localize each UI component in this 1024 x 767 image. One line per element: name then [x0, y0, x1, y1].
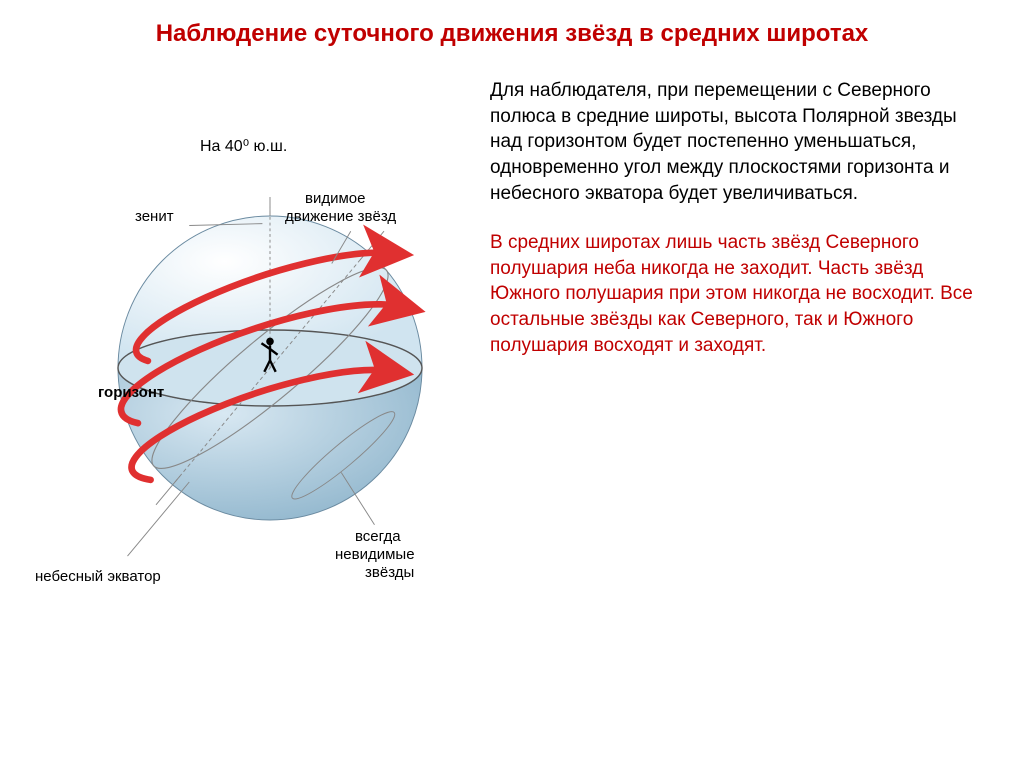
latitude-label: На 40⁰ ю.ш. — [200, 136, 287, 156]
sphere-svg — [80, 128, 460, 608]
content-area: На 40⁰ ю.ш. зенит видимое движение звёзд… — [0, 58, 1024, 658]
equator-label: небесный экватор — [35, 568, 161, 585]
leader-equator — [128, 482, 190, 556]
visible-motion-label-1: видимое — [305, 190, 365, 207]
celestial-sphere-diagram: На 40⁰ ю.ш. зенит видимое движение звёзд… — [80, 128, 420, 608]
diagram-area: На 40⁰ ю.ш. зенит видимое движение звёзд… — [30, 68, 470, 648]
paragraph-2: В средних широтах лишь часть звёзд Север… — [490, 230, 994, 358]
page-title: Наблюдение суточного движения звёзд в ср… — [0, 0, 1024, 58]
invisible-label-2: невидимые — [335, 546, 415, 563]
text-area: Для наблюдателя, при перемещении с Север… — [470, 68, 994, 648]
paragraph-1: Для наблюдателя, при перемещении с Север… — [490, 78, 994, 206]
zenith-label: зенит — [135, 208, 174, 225]
invisible-label-1: всегда — [355, 528, 401, 545]
visible-motion-label-2: движение звёзд — [285, 208, 396, 225]
horizon-label: горизонт — [98, 384, 164, 401]
invisible-label-3: звёзды — [365, 564, 414, 581]
